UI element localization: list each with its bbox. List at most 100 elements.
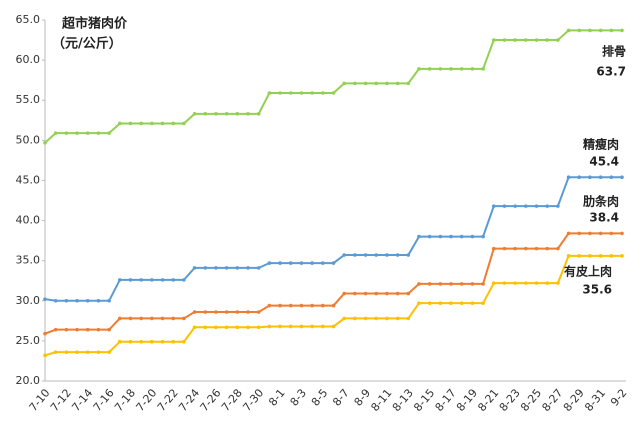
data-point: [545, 281, 550, 285]
data-point: [224, 266, 229, 270]
data-point: [299, 261, 304, 265]
data-point: [342, 316, 346, 321]
data-point: [353, 291, 357, 296]
data-point: [192, 266, 197, 270]
data-point: [224, 310, 229, 314]
x-tick-label: 8-21: [475, 387, 501, 414]
data-point: [417, 234, 421, 239]
data-point: [64, 327, 69, 332]
data-point: [374, 316, 379, 321]
data-point: [545, 204, 550, 208]
data-point: [53, 298, 58, 303]
data-point: [85, 327, 90, 332]
data-point: [598, 254, 603, 258]
data-point: [182, 316, 186, 321]
data-point: [438, 67, 443, 71]
data-point: [214, 266, 218, 270]
data-point: [310, 303, 314, 308]
x-tick-label: 8-3: [288, 387, 310, 409]
data-point: [182, 121, 186, 126]
x-tick-label: 8-11: [369, 387, 395, 414]
data-point: [620, 231, 624, 236]
y-tick-label: 50.0: [16, 133, 41, 146]
data-point: [459, 282, 464, 286]
data-point: [171, 278, 176, 282]
data-point: [203, 112, 208, 116]
x-tick-label: 9-2: [608, 387, 630, 409]
data-point: [171, 316, 176, 321]
data-point: [139, 339, 143, 344]
data-point: [438, 282, 443, 286]
data-point: [139, 316, 143, 321]
data-point: [502, 281, 507, 285]
data-point: [256, 310, 261, 314]
data-point: [588, 175, 592, 180]
data-point: [438, 234, 443, 239]
y-tick-label: 55.0: [16, 93, 41, 106]
data-point: [459, 301, 464, 305]
data-point: [385, 81, 389, 86]
data-point: [502, 204, 507, 208]
data-point: [224, 112, 229, 116]
data-point: [556, 204, 560, 208]
chart-title: 超市猪肉价: [62, 16, 128, 32]
value-label: 45.4: [589, 155, 619, 169]
data-point: [96, 327, 101, 332]
data-point: [374, 253, 379, 257]
data-point: [395, 253, 400, 257]
data-point: [534, 38, 539, 42]
data-point: [267, 91, 272, 95]
data-point: [75, 131, 79, 135]
data-point: [491, 246, 496, 251]
data-point: [256, 112, 261, 116]
data-point: [566, 175, 571, 180]
data-point: [278, 303, 282, 308]
data-point: [566, 231, 571, 236]
x-tick-label: 7-22: [155, 387, 181, 414]
data-point: [96, 350, 101, 354]
data-point: [513, 246, 517, 251]
data-point: [64, 350, 69, 354]
data-point: [139, 121, 143, 126]
data-point: [385, 291, 389, 296]
data-point: [406, 316, 411, 321]
data-point: [449, 234, 453, 239]
x-tick-label: 7-30: [240, 387, 266, 414]
data-point: [470, 234, 475, 239]
data-point: [139, 278, 143, 282]
value-label: 63.7: [596, 65, 626, 79]
data-point: [470, 282, 475, 286]
data-point: [566, 28, 571, 33]
data-point: [556, 281, 560, 285]
data-point: [43, 331, 47, 336]
y-tick-label: 45.0: [16, 173, 41, 186]
data-point: [107, 298, 111, 303]
data-point: [609, 254, 614, 258]
data-point: [513, 281, 517, 285]
data-point: [128, 278, 133, 282]
data-point: [524, 204, 528, 208]
data-point: [107, 131, 111, 135]
x-tick-label: 8-15: [411, 387, 437, 414]
data-point: [620, 175, 624, 180]
data-point: [43, 353, 47, 358]
data-point: [64, 131, 69, 135]
data-point: [321, 303, 325, 308]
data-point: [288, 261, 293, 265]
data-point: [438, 301, 443, 305]
data-point: [203, 325, 208, 330]
data-point: [85, 131, 90, 135]
data-point: [75, 298, 79, 303]
data-point: [128, 339, 133, 344]
data-point: [342, 291, 346, 296]
data-point: [363, 291, 368, 296]
data-point: [192, 325, 197, 330]
data-point: [203, 310, 208, 314]
data-point: [577, 28, 582, 33]
data-point: [288, 91, 293, 95]
series-label: 有皮上肉: [564, 264, 612, 279]
data-point: [524, 38, 528, 42]
data-point: [395, 81, 400, 86]
x-tick-label: 8-7: [330, 387, 352, 409]
x-tick-label: 7-28: [219, 387, 245, 414]
